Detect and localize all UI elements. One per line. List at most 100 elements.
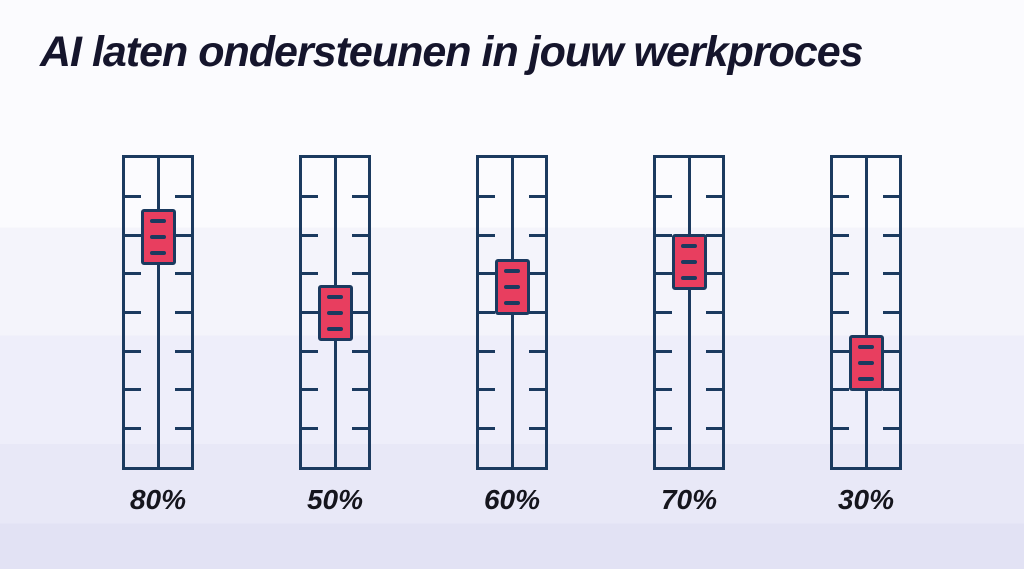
slider-group: 60% [476, 155, 548, 516]
handle-grip-line [504, 301, 520, 306]
tick-mark-right [529, 195, 545, 199]
tick-mark-right [883, 426, 899, 430]
tick-mark-right [175, 388, 191, 392]
tick-mark-right [175, 349, 191, 353]
slider-handle[interactable] [494, 259, 530, 316]
tick-mark-right [529, 311, 545, 314]
tick-mark-left [656, 311, 672, 314]
slider-handle[interactable] [140, 208, 176, 265]
tick-mark-right [706, 349, 722, 353]
slider-track [653, 155, 725, 470]
slider-track [476, 155, 548, 470]
tick-mark-left [302, 426, 318, 430]
tick-mark-left [479, 195, 495, 199]
sliders-row: 80% 50% 60% 70% 30% [0, 155, 1024, 516]
tick-mark-left [479, 388, 495, 392]
tick-mark-right [529, 349, 545, 353]
tick-mark-right [706, 388, 722, 392]
slider-handle[interactable] [671, 233, 707, 290]
slider-group: 50% [299, 155, 371, 516]
page-title: AI laten ondersteunen in jouw werkproces [40, 28, 864, 76]
slider-group: 80% [122, 155, 194, 516]
slider-value-label: 60% [483, 484, 541, 515]
tick-mark-right [352, 195, 368, 199]
handle-grip-line [150, 234, 166, 239]
tick-mark-left [302, 233, 318, 237]
slider-track [299, 155, 371, 470]
handle-grip-line [327, 310, 343, 315]
tick-mark-left [656, 349, 672, 353]
handle-grip-line [681, 275, 697, 280]
tick-mark-right [883, 233, 899, 237]
tick-mark-left [833, 272, 849, 276]
slider-value-label: 50% [306, 484, 364, 515]
tick-mark-right [883, 388, 899, 392]
tick-mark-right [706, 195, 722, 199]
tick-mark-left [125, 349, 141, 353]
tick-mark-left [302, 388, 318, 392]
handle-grip-line [681, 243, 697, 248]
tick-mark-left [302, 311, 318, 314]
tick-mark-right [352, 233, 368, 237]
tick-mark-left [656, 426, 672, 430]
tick-mark-left [833, 311, 849, 314]
tick-mark-right [352, 426, 368, 430]
tick-mark-left [833, 388, 849, 392]
tick-mark-right [352, 272, 368, 276]
tick-mark-left [125, 233, 141, 237]
tick-mark-right [175, 195, 191, 199]
tick-mark-left [656, 195, 672, 199]
tick-mark-left [125, 195, 141, 199]
tick-mark-left [656, 388, 672, 392]
slider-track-center-line [156, 158, 160, 467]
tick-mark-right [706, 233, 722, 237]
tick-mark-left [302, 195, 318, 199]
tick-mark-right [352, 311, 368, 314]
tick-mark-right [529, 272, 545, 276]
handle-grip-line [858, 361, 874, 366]
handle-grip-line [858, 345, 874, 350]
tick-mark-left [125, 388, 141, 392]
handle-grip-line [504, 285, 520, 290]
tick-mark-right [883, 311, 899, 314]
tick-mark-right [352, 388, 368, 392]
tick-mark-left [302, 349, 318, 353]
slider-value-label: 80% [129, 484, 187, 515]
tick-mark-left [479, 426, 495, 430]
tick-mark-right [883, 349, 899, 353]
tick-mark-left [479, 272, 495, 276]
tick-mark-right [883, 272, 899, 276]
handle-grip-line [150, 218, 166, 223]
tick-mark-right [175, 311, 191, 314]
tick-mark-left [479, 233, 495, 237]
handle-grip-line [858, 377, 874, 382]
tick-mark-left [833, 195, 849, 199]
tick-mark-left [479, 349, 495, 353]
tick-mark-right [706, 272, 722, 276]
tick-mark-left [125, 426, 141, 430]
tick-mark-right [175, 272, 191, 276]
slider-group: 30% [830, 155, 902, 516]
slider-value-label: 70% [660, 484, 718, 515]
slider-group: 70% [653, 155, 725, 516]
handle-grip-line [681, 259, 697, 264]
tick-mark-right [883, 195, 899, 199]
tick-mark-right [175, 233, 191, 237]
tick-mark-left [656, 272, 672, 276]
tick-mark-right [706, 426, 722, 430]
tick-mark-left [833, 233, 849, 237]
tick-mark-left [479, 311, 495, 314]
tick-mark-left [125, 272, 141, 276]
handle-grip-line [504, 269, 520, 274]
tick-mark-left [833, 426, 849, 430]
handle-grip-line [150, 250, 166, 255]
tick-mark-right [529, 388, 545, 392]
slider-handle[interactable] [317, 284, 353, 341]
handle-grip-line [327, 326, 343, 331]
tick-mark-right [529, 233, 545, 237]
slider-handle[interactable] [848, 335, 884, 392]
slider-value-label: 30% [837, 484, 895, 515]
slider-track-center-line [864, 158, 868, 467]
tick-mark-right [352, 349, 368, 353]
tick-mark-left [125, 311, 141, 314]
